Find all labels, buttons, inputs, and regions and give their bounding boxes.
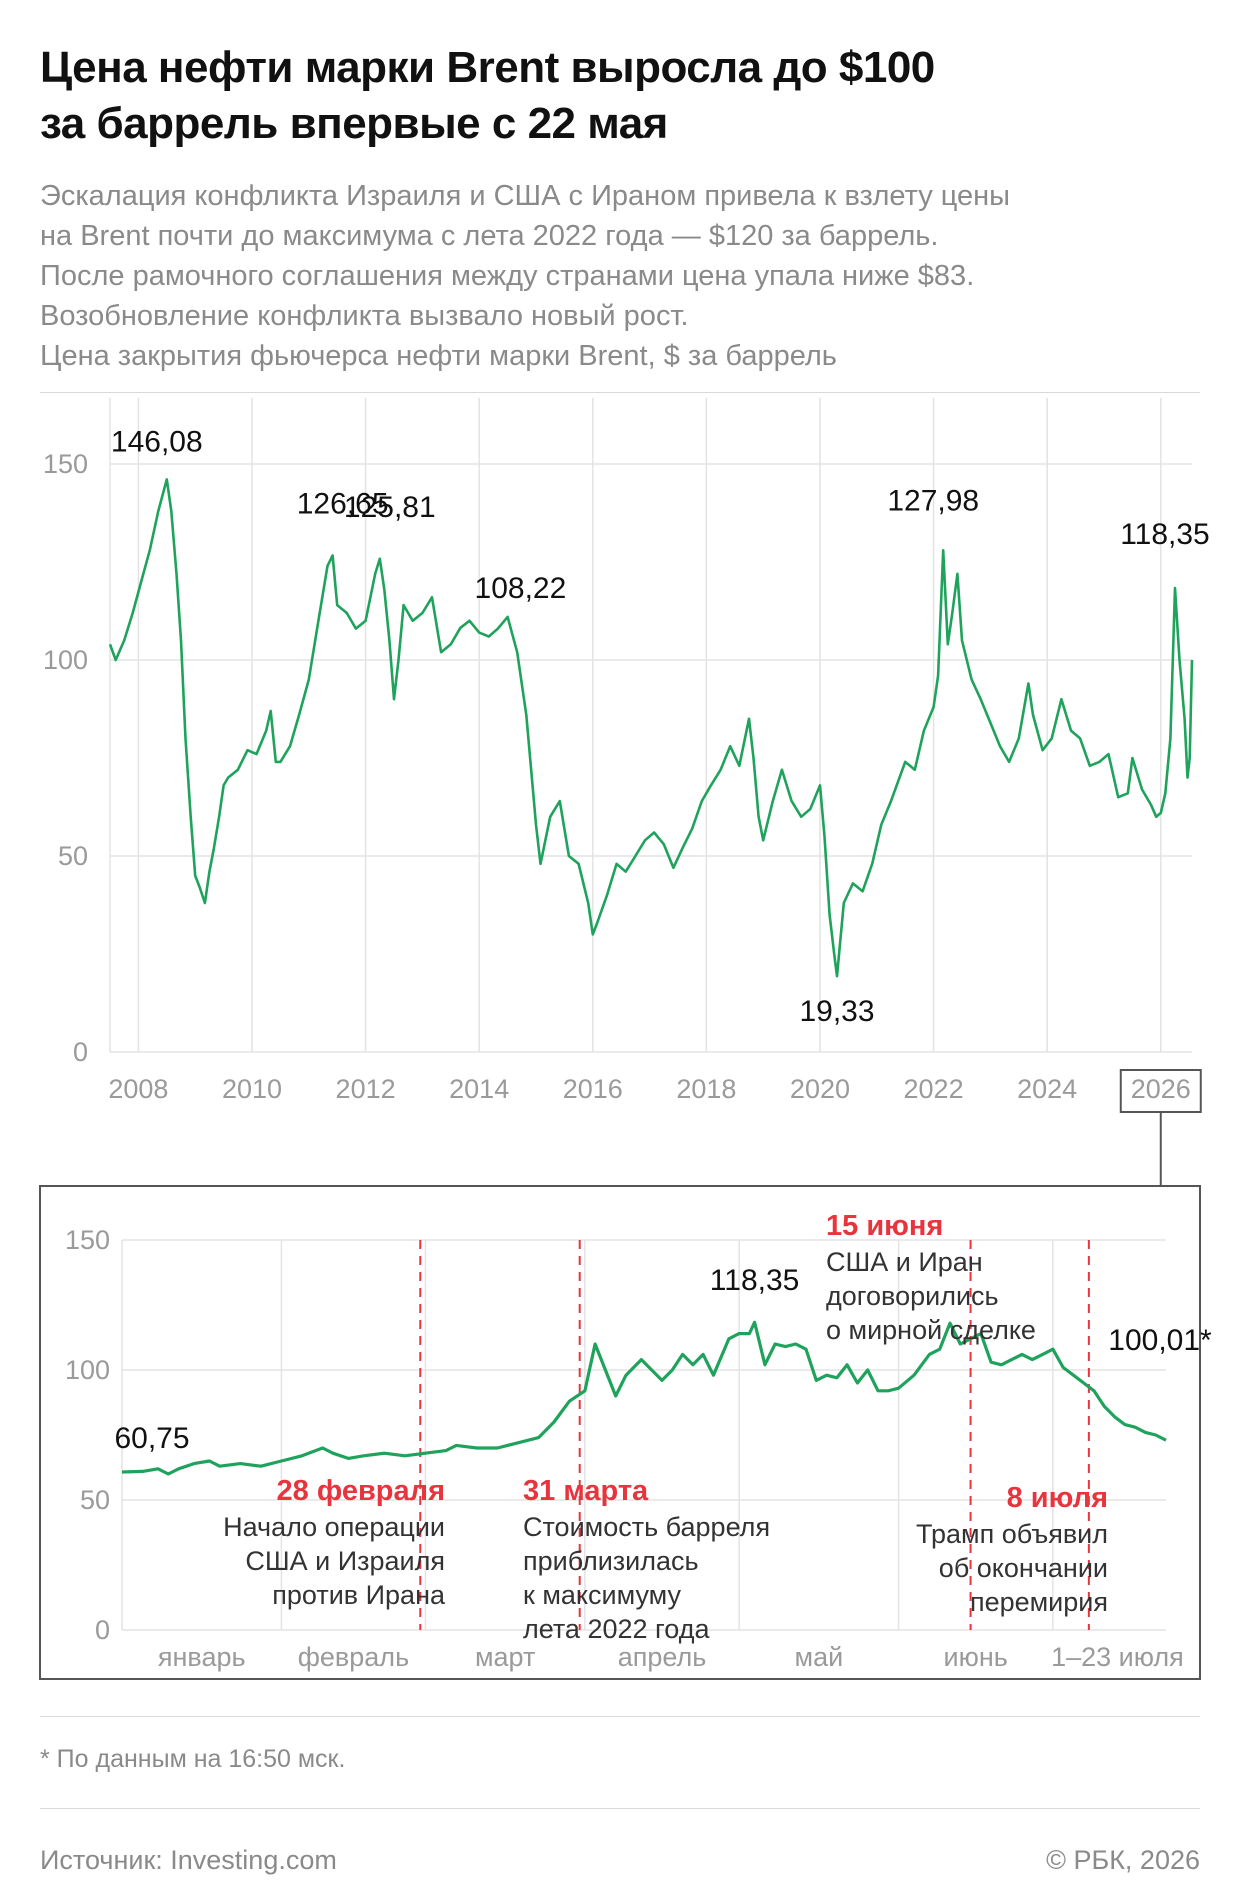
brent-series-line [108, 478, 1194, 978]
inset-month-label: 1–23 июля [1051, 1642, 1184, 1672]
event-15-june-date: 15 июня [826, 1210, 943, 1242]
x-tick-label: 2014 [449, 1074, 509, 1104]
event-31-march-text: лета 2022 года [523, 1614, 710, 1644]
event-28-february-text: против Ирана [272, 1580, 446, 1610]
event-8-july-text: Трамп объявил [916, 1519, 1108, 1549]
bottom-divider [40, 1716, 1200, 1717]
inset-month-label: апрель [618, 1642, 707, 1672]
y-tick-label: 50 [58, 841, 88, 871]
event-28-february-text: США и Израиля [245, 1546, 445, 1576]
inset-y-tick-label: 0 [95, 1615, 110, 1645]
subtitle-line-2: на Brent почти до максимума с лета 2022 … [40, 220, 939, 252]
event-31-march-text: приблизилась [523, 1546, 699, 1576]
inset-month-label: июнь [944, 1642, 1008, 1672]
event-8-july-text: об окончании [939, 1553, 1108, 1583]
subtitle-line-1: Эскалация конфликта Израиля и США с Иран… [40, 180, 1011, 212]
footer-divider [40, 1808, 1200, 1809]
x-tick-label: 2020 [790, 1074, 850, 1104]
inset-series-line [121, 1320, 1167, 1476]
inset-y-tick-label: 100 [65, 1355, 110, 1385]
peak-label: 19,33 [799, 995, 874, 1028]
inset-y-tick-label: 150 [65, 1225, 110, 1255]
event-28-february-date: 28 февраля [277, 1475, 445, 1507]
event-8-july-text: перемирия [970, 1587, 1108, 1617]
peak-label: 125,81 [344, 491, 436, 524]
event-31-march-text: к максимуму [523, 1580, 682, 1610]
title-line-2: за баррель впервые с 22 мая [40, 99, 668, 148]
peak-label: 118,35 [1120, 518, 1210, 551]
x-tick-label: 2022 [904, 1074, 964, 1104]
inset-start-label: 60,75 [114, 1422, 189, 1455]
chart-title: Цена нефти марки Brent выросла до $100 з… [40, 40, 1200, 152]
top-divider [40, 392, 1200, 393]
peak-label: 108,22 [475, 572, 567, 605]
copyright-text: © РБК, 2026 [1046, 1845, 1200, 1875]
subtitle-line-5: Цена закрытия фьючерса нефти марки Brent… [40, 340, 837, 372]
x-tick-label: 2026 [1131, 1074, 1191, 1104]
inset-month-label: февраль [298, 1642, 409, 1672]
event-31-march-date: 31 марта [523, 1475, 649, 1507]
y-tick-label: 150 [43, 449, 88, 479]
peak-label: 146,08 [111, 425, 203, 458]
source-text: Источник: Investing.com [40, 1845, 337, 1875]
subtitle-line-4: Возобновление конфликта вызвало новый ро… [40, 300, 689, 332]
event-15-june-text: о мирной сделке [826, 1315, 1036, 1345]
y-tick-label: 100 [43, 645, 88, 675]
event-31-march-text: Стоимость барреля [523, 1512, 770, 1542]
subtitle-line-3: После рамочного соглашения между странам… [40, 260, 975, 292]
x-tick-label: 2018 [676, 1074, 736, 1104]
chart-subtitle: Эскалация конфликта Израиля и США с Иран… [40, 176, 1200, 376]
event-15-june-text: договорились [826, 1281, 999, 1311]
x-tick-label: 2024 [1017, 1074, 1077, 1104]
footnote: * По данным на 16:50 мск. [40, 1745, 346, 1773]
inset-month-label: март [475, 1642, 535, 1672]
event-8-july-date: 8 июля [1007, 1482, 1108, 1514]
inset-end-label: 100,01* [1108, 1324, 1212, 1357]
inset-frame [39, 1185, 1201, 1680]
event-28-february-text: Начало операции [223, 1512, 445, 1542]
inset-peak-label: 118,35 [710, 1264, 800, 1297]
x-tick-label: 2016 [563, 1074, 623, 1104]
peak-label: 127,98 [887, 484, 979, 517]
title-line-1: Цена нефти марки Brent выросла до $100 [40, 43, 935, 92]
x-tick-label: 2008 [108, 1074, 168, 1104]
event-15-june-text: США и Иран [826, 1247, 983, 1277]
inset-month-label: май [795, 1642, 844, 1672]
x-tick-label: 2010 [222, 1074, 282, 1104]
inset-y-tick-label: 50 [80, 1485, 110, 1515]
x-tick-label: 2012 [336, 1074, 396, 1104]
inset-month-label: январь [158, 1642, 246, 1672]
y-tick-label: 0 [73, 1037, 88, 1067]
peak-label: 126,65 [297, 488, 389, 521]
